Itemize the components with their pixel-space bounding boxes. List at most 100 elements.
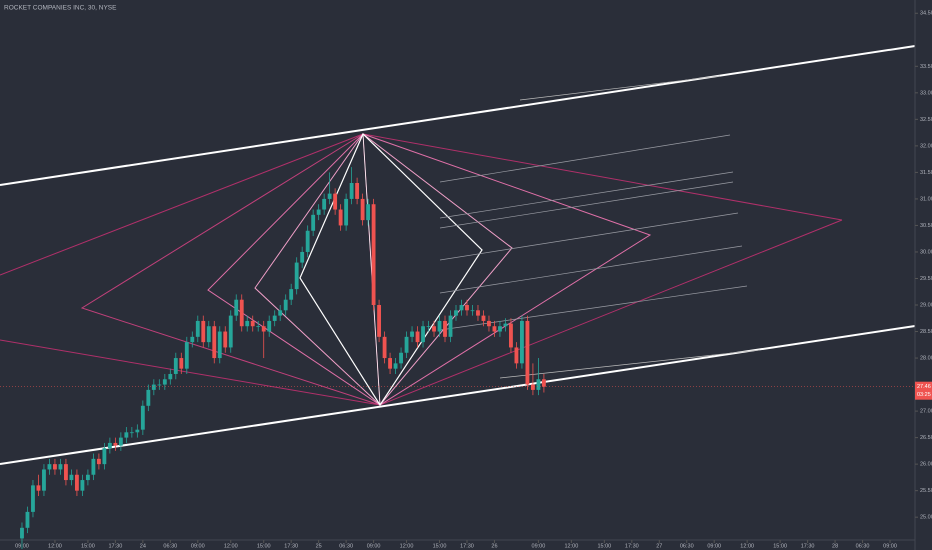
candle-body xyxy=(509,323,513,348)
candle-body xyxy=(300,251,305,263)
y-tick-label: 28.00 xyxy=(920,356,932,362)
candle-body xyxy=(530,384,535,390)
y-tick-label: 30.50 xyxy=(920,223,932,229)
candle-body xyxy=(278,310,283,316)
candle-body xyxy=(96,458,101,465)
y-tick-label: 31.00 xyxy=(920,196,932,202)
candle-body xyxy=(74,474,79,491)
candle-body xyxy=(410,331,414,337)
candle-body xyxy=(503,323,508,327)
candle-body xyxy=(536,379,541,390)
candle-body xyxy=(118,437,123,446)
y-tick-label: 32.00 xyxy=(920,143,932,149)
x-tick-label: 15:00 xyxy=(257,543,271,549)
candle-body xyxy=(541,379,546,387)
candle-body xyxy=(157,384,162,386)
candle-body xyxy=(217,331,222,359)
candle-body xyxy=(382,336,387,359)
candle-body xyxy=(322,198,327,210)
x-tick-label: 12:00 xyxy=(400,543,414,549)
candle-body xyxy=(283,299,288,311)
y-tick-label: 25.00 xyxy=(920,515,932,521)
candle-body xyxy=(129,432,134,434)
candle-body xyxy=(124,432,129,438)
candle-body xyxy=(454,310,458,316)
y-tick-label: 32.50 xyxy=(920,117,932,123)
x-tick-label: 15:00 xyxy=(773,543,787,549)
x-tick-label: 27 xyxy=(656,543,662,549)
candle-body xyxy=(415,331,420,343)
candle-body xyxy=(377,305,382,337)
candle-body xyxy=(173,358,178,374)
candle-body xyxy=(80,480,85,491)
x-tick-label: 15:00 xyxy=(597,543,611,549)
x-tick-label: 09:00 xyxy=(883,543,897,549)
x-tick-label: 24 xyxy=(140,543,146,549)
candle-body xyxy=(239,299,244,327)
x-tick-label: 06:30 xyxy=(163,543,177,549)
x-tick-label: 26 xyxy=(491,543,497,549)
candle-body xyxy=(168,373,173,380)
candle-body xyxy=(245,320,250,327)
candle-body xyxy=(476,310,480,316)
candle-body xyxy=(201,320,206,343)
y-tick-label: 33.00 xyxy=(920,90,932,96)
candle-body xyxy=(459,305,464,311)
candle-body xyxy=(212,326,217,359)
candle-body xyxy=(498,326,502,332)
x-tick-label: 09:00 xyxy=(707,543,721,549)
candle-body xyxy=(311,214,316,231)
x-tick-label: 09:00 xyxy=(367,543,381,549)
x-tick-label: 25 xyxy=(316,543,322,549)
x-tick-label: 17:30 xyxy=(108,543,122,549)
candle-body xyxy=(349,183,354,199)
candle-body xyxy=(25,511,30,528)
x-tick-label: 09:00 xyxy=(191,543,205,549)
candle-body xyxy=(47,464,52,470)
candle-body xyxy=(432,326,436,332)
candle-body xyxy=(294,262,299,290)
candle-body xyxy=(305,230,310,252)
x-tick-label: 12:00 xyxy=(224,543,238,549)
candle-body xyxy=(223,331,228,348)
countdown-label: 03:25 xyxy=(917,392,931,398)
candle-body xyxy=(333,193,338,210)
candle-body xyxy=(514,347,519,364)
candle-body xyxy=(146,389,151,406)
candle-body xyxy=(31,485,35,512)
x-tick-label: 15:00 xyxy=(81,543,95,549)
candle-body xyxy=(437,320,442,332)
candle-body xyxy=(162,379,167,385)
last-price-box xyxy=(915,381,932,400)
candle-body xyxy=(388,358,392,369)
x-tick-label: 17:30 xyxy=(284,543,298,549)
y-tick-label: 29.00 xyxy=(920,302,932,308)
candle-body xyxy=(327,193,332,199)
candle-body xyxy=(36,485,41,491)
candle-body xyxy=(289,289,294,300)
candle-body xyxy=(465,305,469,311)
x-tick-label: 06:30 xyxy=(680,543,694,549)
candle-body xyxy=(421,326,425,343)
candle-body xyxy=(58,464,63,470)
candle-body xyxy=(525,320,530,385)
candle-body xyxy=(267,320,272,332)
candle-body xyxy=(448,315,453,337)
x-tick-label: 09:00 xyxy=(532,543,546,549)
candle-body xyxy=(179,358,184,369)
y-tick-label: 28.50 xyxy=(920,329,932,335)
x-tick-label: 12:00 xyxy=(48,543,62,549)
x-tick-label: 17:30 xyxy=(625,543,639,549)
last-price-label: 27.46 xyxy=(917,384,931,390)
y-tick-label: 31.50 xyxy=(920,170,932,176)
candle-body xyxy=(487,320,491,327)
candle-body xyxy=(272,315,277,321)
candle-body xyxy=(69,474,74,481)
y-tick-label: 34.50 xyxy=(920,11,932,17)
candle-body xyxy=(338,209,343,226)
y-tick-label: 33.50 xyxy=(920,64,932,70)
candle-body xyxy=(443,320,447,337)
x-tick-label: 06:30 xyxy=(856,543,870,549)
candle-body xyxy=(234,299,239,316)
